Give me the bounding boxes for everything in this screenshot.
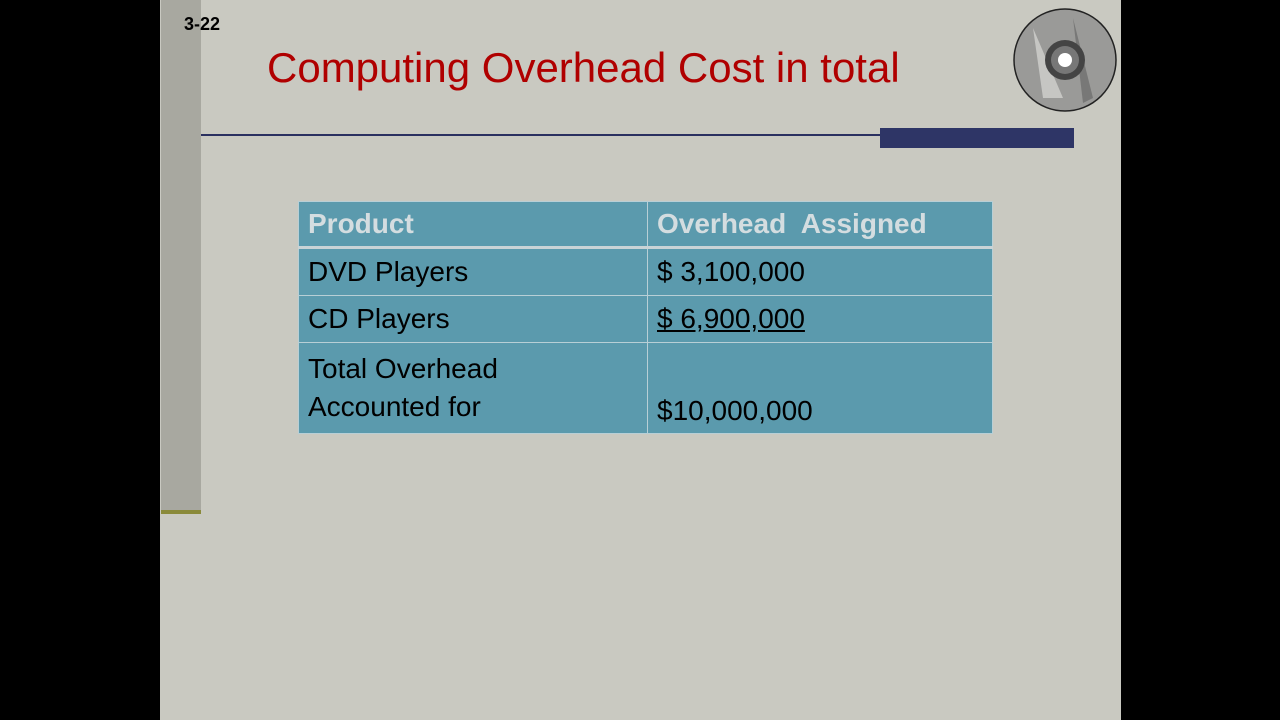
table-row: CD Players $ 6,900,000 <box>298 295 993 343</box>
total-label-line1: Total Overhead <box>308 353 498 384</box>
product-cell: DVD Players <box>298 247 648 296</box>
title-divider <box>201 134 921 136</box>
total-label-line2: Accounted for <box>308 391 481 422</box>
overhead-table: Product Overhead Assigned DVD Players $ … <box>298 201 993 434</box>
amount-cell: $ 6,900,000 <box>647 295 993 343</box>
total-amount: $10,000,000 <box>647 342 993 434</box>
product-cell: CD Players <box>298 295 648 343</box>
title-accent-bar <box>880 128 1074 148</box>
slide-side-bar <box>161 0 201 512</box>
total-label: Total Overhead Accounted for <box>298 342 648 434</box>
header-overhead: Overhead Assigned <box>647 201 993 249</box>
slide-title: Computing Overhead Cost in total <box>267 44 900 91</box>
amount-cell: $ 3,100,000 <box>647 247 993 296</box>
side-bar-accent <box>161 510 201 514</box>
table-header-row: Product Overhead Assigned <box>298 201 993 249</box>
slide-number: 3-22 <box>184 14 221 34</box>
table-row: DVD Players $ 3,100,000 <box>298 247 993 296</box>
amount-underlined: $ 6,900,000 <box>657 303 805 334</box>
cd-disc-icon <box>1013 8 1117 112</box>
header-product: Product <box>298 201 648 249</box>
total-row: Total Overhead Accounted for $10,000,000 <box>298 342 993 434</box>
